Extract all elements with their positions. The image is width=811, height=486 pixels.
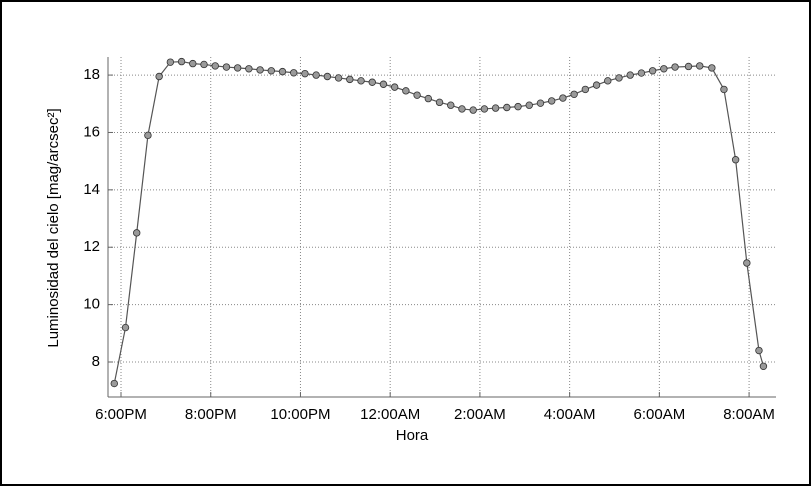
x-tick-label: 6:00PM [95, 406, 147, 423]
data-point [570, 90, 578, 98]
data-point [731, 156, 740, 164]
data-point [547, 97, 556, 105]
data-point [469, 106, 477, 114]
x-tick-label: 2:00AM [454, 406, 506, 423]
data-point [334, 74, 343, 82]
data-point [424, 94, 433, 103]
data-point [390, 83, 399, 91]
data-point [379, 80, 388, 88]
x-tick-label: 8:00PM [185, 406, 237, 423]
data-point [144, 131, 152, 140]
data-point [110, 379, 118, 388]
data-point [743, 259, 751, 267]
data-point [696, 62, 704, 70]
data-point [759, 362, 768, 370]
data-point [755, 346, 763, 355]
data-point [615, 74, 623, 82]
data-point [278, 67, 287, 76]
data-point [581, 85, 590, 94]
y-tick-label: 12 [83, 238, 100, 255]
data-point [684, 62, 693, 71]
data-point [458, 105, 466, 113]
data-point [312, 71, 320, 79]
data-point [503, 103, 511, 112]
y-axis-label: Luminosidad del cielo [mag/arcsec²] [45, 108, 62, 347]
data-point [660, 65, 668, 73]
x-tick-label: 12:00AM [360, 406, 420, 423]
data-point [604, 77, 612, 85]
data-point [346, 75, 354, 84]
data-point [357, 77, 365, 85]
data-point [413, 91, 421, 99]
y-tick-label: 10 [83, 296, 100, 313]
data-point [177, 57, 186, 66]
data-point [536, 99, 545, 107]
data-point [267, 67, 275, 75]
data-point [200, 60, 208, 69]
data-point [708, 64, 716, 72]
data-point [133, 229, 141, 237]
data-point [435, 98, 444, 107]
data-point [155, 72, 163, 81]
data-point [121, 323, 130, 332]
data-point [301, 69, 309, 78]
data-point [491, 104, 500, 112]
data-point [290, 69, 298, 77]
data-point [648, 67, 657, 75]
data-point [626, 71, 634, 79]
data-point [447, 101, 455, 109]
data-point [637, 69, 646, 77]
data-point [211, 62, 219, 70]
data-point [323, 72, 332, 81]
data-point [514, 102, 522, 111]
x-axis-label: Hora [396, 427, 429, 444]
data-point [402, 87, 410, 95]
data-point [480, 105, 489, 113]
data-point [720, 85, 728, 94]
data-point [233, 64, 242, 72]
data-point [559, 94, 567, 102]
data-point [525, 101, 533, 109]
data-point [245, 65, 253, 73]
data-point [166, 58, 175, 66]
y-tick-label: 8 [92, 353, 100, 370]
data-line [113, 60, 765, 384]
y-tick-label: 14 [83, 181, 100, 198]
data-point [671, 63, 679, 71]
data-point [256, 66, 264, 74]
data-point [222, 63, 231, 71]
x-tick-label: 6:00AM [634, 406, 686, 423]
data-point [189, 59, 197, 68]
x-tick-label: 8:00AM [723, 406, 775, 423]
data-point [368, 78, 376, 86]
y-tick-label: 18 [83, 66, 100, 83]
y-tick-label: 16 [83, 123, 100, 140]
x-tick-label: 4:00AM [544, 406, 596, 423]
x-tick-label: 10:00PM [270, 406, 330, 423]
data-point [592, 81, 601, 89]
